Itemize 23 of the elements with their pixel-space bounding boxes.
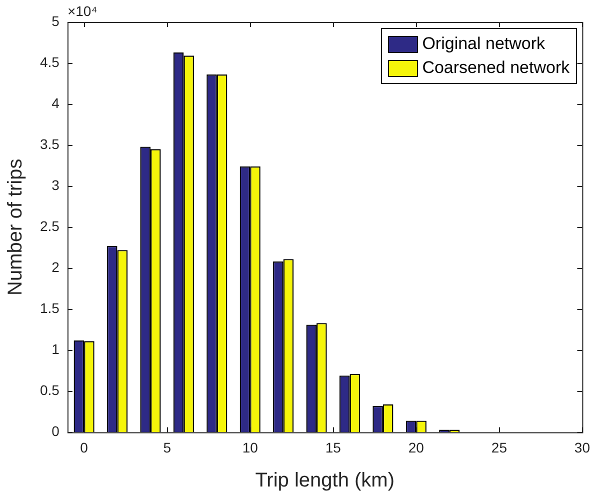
x-tick-label: 30 <box>574 439 590 456</box>
x-tick-label: 25 <box>491 439 508 456</box>
y-tick-label: 5 <box>52 12 60 29</box>
y-tick-label: 3 <box>52 176 60 193</box>
text: ×10⁴ <box>67 2 98 19</box>
legend-label: Coarsened network <box>422 58 570 78</box>
x-tick-label: 0 <box>80 439 88 456</box>
y-tick-label: 1.5 <box>40 300 60 316</box>
x-tick-label: 20 <box>408 439 424 456</box>
y-tick-label: 4 <box>52 94 60 111</box>
y-tick-label: 3.5 <box>40 136 60 152</box>
y-tick-label: 0.5 <box>40 382 60 398</box>
x-tick-label: 10 <box>242 439 258 456</box>
y-tick-label: 2.5 <box>40 218 60 234</box>
x-tick-label: 5 <box>163 439 172 456</box>
y-tick-label: 2 <box>52 258 60 275</box>
y-tick-label: 4.5 <box>40 54 60 70</box>
y-axis-title: Number of trips <box>4 158 27 296</box>
y-tick-label: 1 <box>52 341 60 358</box>
y-tick-label: 0 <box>52 423 60 440</box>
legend-label: Original network <box>422 34 546 54</box>
x-tick-label: 15 <box>325 439 342 456</box>
x-axis-title: Trip length (km) <box>255 470 394 492</box>
